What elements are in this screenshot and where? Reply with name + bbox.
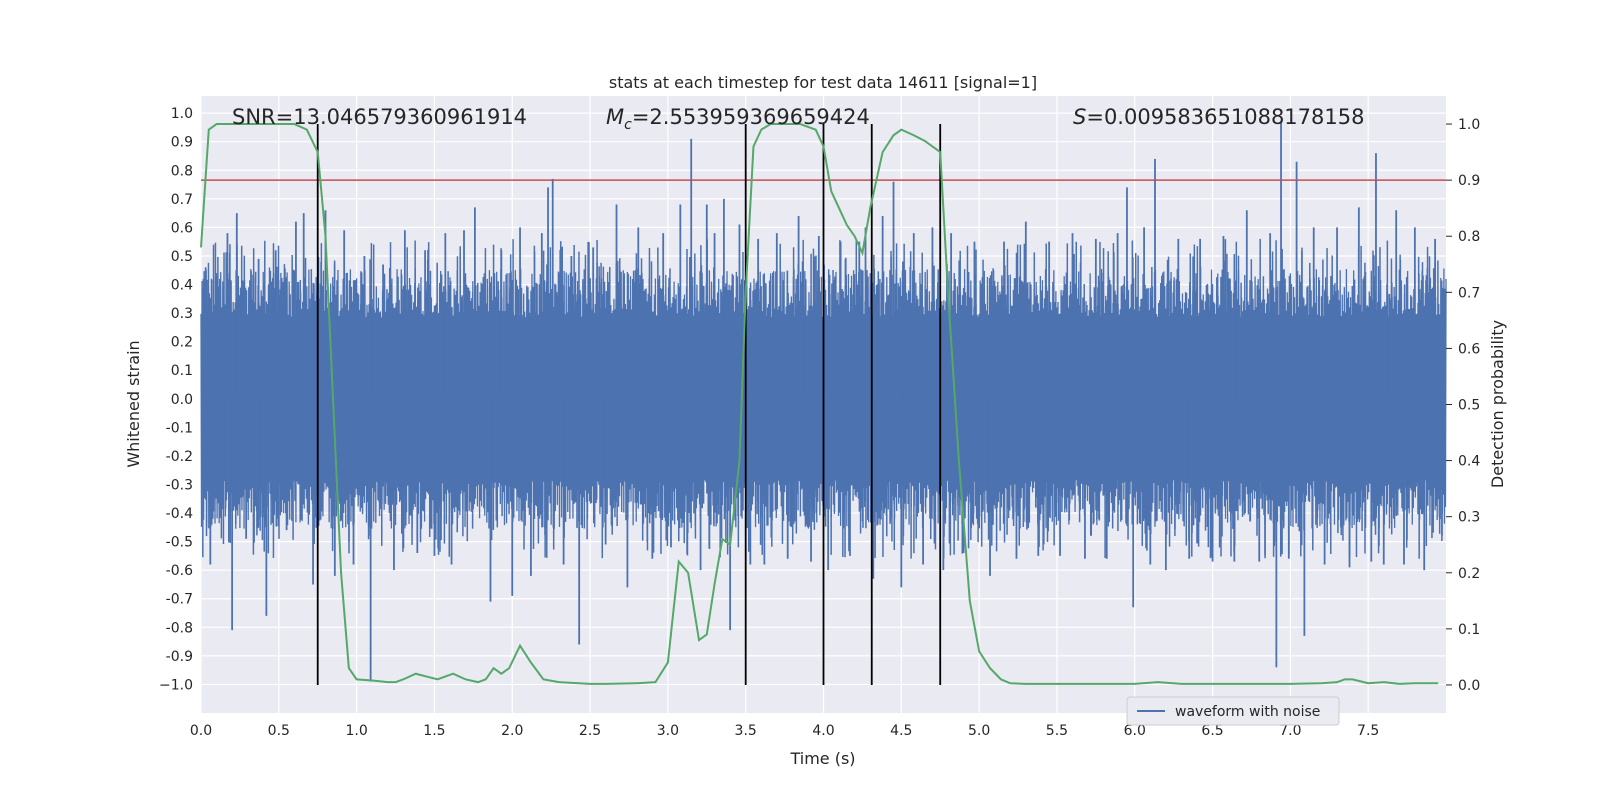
y-right-tick-label: 0.1 (1458, 622, 1480, 638)
chirp-mass-annotation: Mc=2.553959369659424 (606, 105, 870, 133)
legend-label-waveform: waveform with noise (1175, 704, 1320, 720)
y-left-tick-label: 0.4 (171, 278, 193, 294)
y-left-tick-label: -0.5 (166, 535, 193, 551)
y-left-tick-label: -0.1 (166, 420, 193, 436)
probability-series (200, 123, 1439, 685)
x-tick-label: 4.5 (890, 723, 912, 739)
y-left-tick-label: 0.9 (171, 135, 193, 151)
x-tick-label: 6.5 (1201, 723, 1223, 739)
y-left-tick-label: 1.0 (171, 106, 193, 122)
axes: 0.0 0.5 1.0 1.5 2.0 2.5 3.0 3.5 4.0 4.5 5.0 5.5 6.0 6… (159, 106, 1480, 739)
y-right-tick-label: 0.7 (1458, 285, 1480, 301)
y-right-tick-label: 0.2 (1458, 566, 1480, 582)
y-left-tick-label: 0.7 (171, 192, 193, 208)
x-tick-label: 0.0 (190, 723, 212, 739)
y-right-tick-label: 1.0 (1458, 117, 1480, 133)
x-tick-label: 1.5 (423, 723, 445, 739)
y-left-tick-label: 0.6 (171, 220, 193, 236)
y-right-tick-label: 0.8 (1458, 229, 1480, 245)
chirp-mass-value: =2.553959369659424 (632, 105, 870, 129)
y-right-tick-label: 0.4 (1458, 454, 1480, 470)
x-tick-label: 2.0 (501, 723, 523, 739)
s-value: =0.009583651088178158 (1086, 105, 1364, 129)
x-axis-label: Time (s) (789, 749, 855, 768)
probability-line (200, 123, 1439, 685)
y-left-tick-label: -0.3 (166, 477, 193, 493)
chart-title: stats at each timestep for test data 146… (609, 73, 1037, 92)
snr-annotation: SNR=13.046579360961914 (232, 105, 527, 129)
y-left-tick-label: 0.0 (171, 392, 193, 408)
y-left-tick-label: -0.4 (166, 506, 193, 522)
x-tick-label: 5.5 (1046, 723, 1068, 739)
x-tick-label: 2.5 (579, 723, 601, 739)
y-left-tick-label: -0.7 (166, 592, 193, 608)
y-left-tick-label: 0.2 (171, 335, 193, 351)
x-tick-label: 3.0 (657, 723, 679, 739)
legend: waveform with noise (1126, 696, 1340, 726)
y-left-tick-label: 0.5 (171, 249, 193, 265)
s-annotation: S=0.009583651088178158 (1073, 105, 1364, 129)
s-symbol: S (1073, 105, 1086, 129)
y-left-tick-label: -0.6 (166, 563, 193, 579)
x-tick-label: 6.0 (1124, 723, 1146, 739)
y-left-tick-label: 0.8 (171, 163, 193, 179)
chirp-mass-symbol: M (606, 105, 624, 129)
x-tick-label: 5.0 (968, 723, 990, 739)
x-tick-label: 7.0 (1279, 723, 1301, 739)
y-axis-label-right: Detection probability (1488, 320, 1507, 488)
legend-box (1126, 696, 1340, 726)
x-tick-label: 4.0 (812, 723, 834, 739)
y-right-tick-label: 0.3 (1458, 510, 1480, 526)
y-right-tick-label: 0.6 (1458, 341, 1480, 357)
overlay-lines (201, 124, 1446, 685)
waveform-series (200, 121, 1447, 682)
y-left-tick-label: 0.1 (171, 363, 193, 379)
y-left-tick-label: −1.0 (159, 677, 193, 693)
y-left-tick-label: 0.3 (171, 306, 193, 322)
chirp-mass-subscript: c (624, 117, 632, 133)
y-left-tick-label: -0.9 (166, 649, 193, 665)
y-axis-label-left: Whitened strain (124, 340, 143, 467)
x-tick-label: 3.5 (735, 723, 757, 739)
x-tick-label: 7.5 (1357, 723, 1379, 739)
x-tick-label: 1.0 (345, 723, 367, 739)
x-tick-label: 0.5 (268, 723, 290, 739)
y-left-tick-label: -0.2 (166, 449, 193, 465)
y-right-tick-label: 0.5 (1458, 398, 1480, 414)
y-right-tick-label: 0.0 (1458, 678, 1480, 694)
y-left-tick-label: -0.8 (166, 620, 193, 636)
y-right-tick-label: 0.9 (1458, 173, 1480, 189)
